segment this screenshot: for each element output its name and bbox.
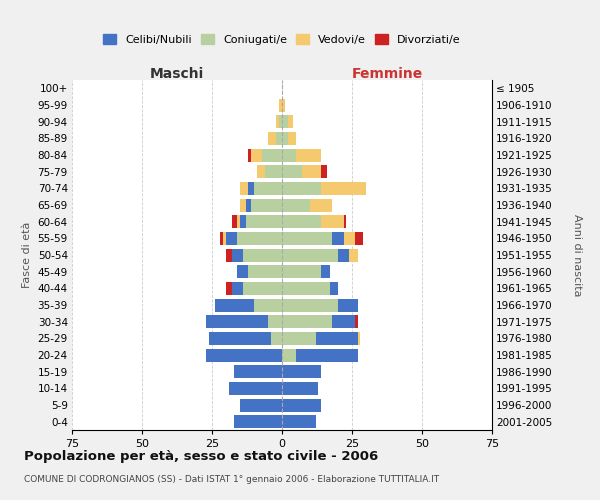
Bar [282,315,332,328]
Bar [237,215,240,228]
Bar [240,182,248,195]
Bar [248,182,254,195]
Bar [251,148,262,162]
Bar [282,382,319,395]
Bar [265,165,282,178]
Bar [226,232,237,245]
Bar [279,115,282,128]
Bar [271,332,282,345]
Bar [240,198,245,211]
Bar [254,182,282,195]
Bar [282,148,296,162]
Bar [321,215,344,228]
Bar [243,282,282,295]
Bar [282,132,287,145]
Bar [282,98,285,112]
Bar [232,282,243,295]
Bar [277,132,282,145]
Bar [355,232,363,245]
Bar [248,148,251,162]
Bar [206,315,268,328]
Bar [302,165,321,178]
Bar [223,232,226,245]
Bar [282,298,338,312]
Legend: Celibi/Nubili, Coniugati/e, Vedovi/e, Divorziati/e: Celibi/Nubili, Coniugati/e, Vedovi/e, Di… [99,30,465,49]
Bar [338,298,358,312]
Bar [235,415,282,428]
Bar [237,265,248,278]
Bar [344,232,355,245]
Bar [240,215,245,228]
Bar [287,132,296,145]
Bar [209,332,271,345]
Bar [229,382,282,395]
Bar [282,282,329,295]
Bar [268,132,277,145]
Bar [344,215,346,228]
Bar [248,265,282,278]
Bar [355,315,358,328]
Bar [282,182,321,195]
Bar [226,282,232,295]
Bar [232,215,237,228]
Bar [349,248,358,262]
Bar [235,365,282,378]
Bar [316,332,358,345]
Bar [282,165,302,178]
Bar [282,215,321,228]
Text: Maschi: Maschi [150,67,204,81]
Bar [282,398,321,411]
Y-axis label: Fasce di età: Fasce di età [22,222,32,288]
Bar [282,265,321,278]
Bar [243,248,282,262]
Bar [268,315,282,328]
Bar [282,248,338,262]
Text: Popolazione per età, sesso e stato civile - 2006: Popolazione per età, sesso e stato civil… [24,450,378,463]
Bar [282,348,296,362]
Bar [282,332,316,345]
Bar [220,232,223,245]
Bar [237,232,282,245]
Bar [321,182,366,195]
Text: COMUNE DI CODRONGIANOS (SS) - Dati ISTAT 1° gennaio 2006 - Elaborazione TUTTITAL: COMUNE DI CODRONGIANOS (SS) - Dati ISTAT… [24,475,439,484]
Bar [321,265,329,278]
Bar [240,398,282,411]
Bar [358,332,361,345]
Y-axis label: Anni di nascita: Anni di nascita [572,214,583,296]
Bar [257,165,265,178]
Bar [332,232,344,245]
Bar [277,115,279,128]
Bar [282,415,316,428]
Bar [279,98,282,112]
Bar [310,198,332,211]
Bar [206,348,282,362]
Bar [245,198,251,211]
Bar [282,115,287,128]
Bar [329,282,338,295]
Bar [262,148,282,162]
Bar [282,365,321,378]
Bar [321,165,327,178]
Bar [296,148,321,162]
Bar [296,348,358,362]
Bar [332,315,355,328]
Bar [338,248,349,262]
Bar [232,248,243,262]
Bar [282,232,332,245]
Bar [251,198,282,211]
Bar [226,248,232,262]
Bar [282,198,310,211]
Bar [245,215,282,228]
Text: Femmine: Femmine [352,67,422,81]
Bar [287,115,293,128]
Bar [215,298,254,312]
Bar [254,298,282,312]
